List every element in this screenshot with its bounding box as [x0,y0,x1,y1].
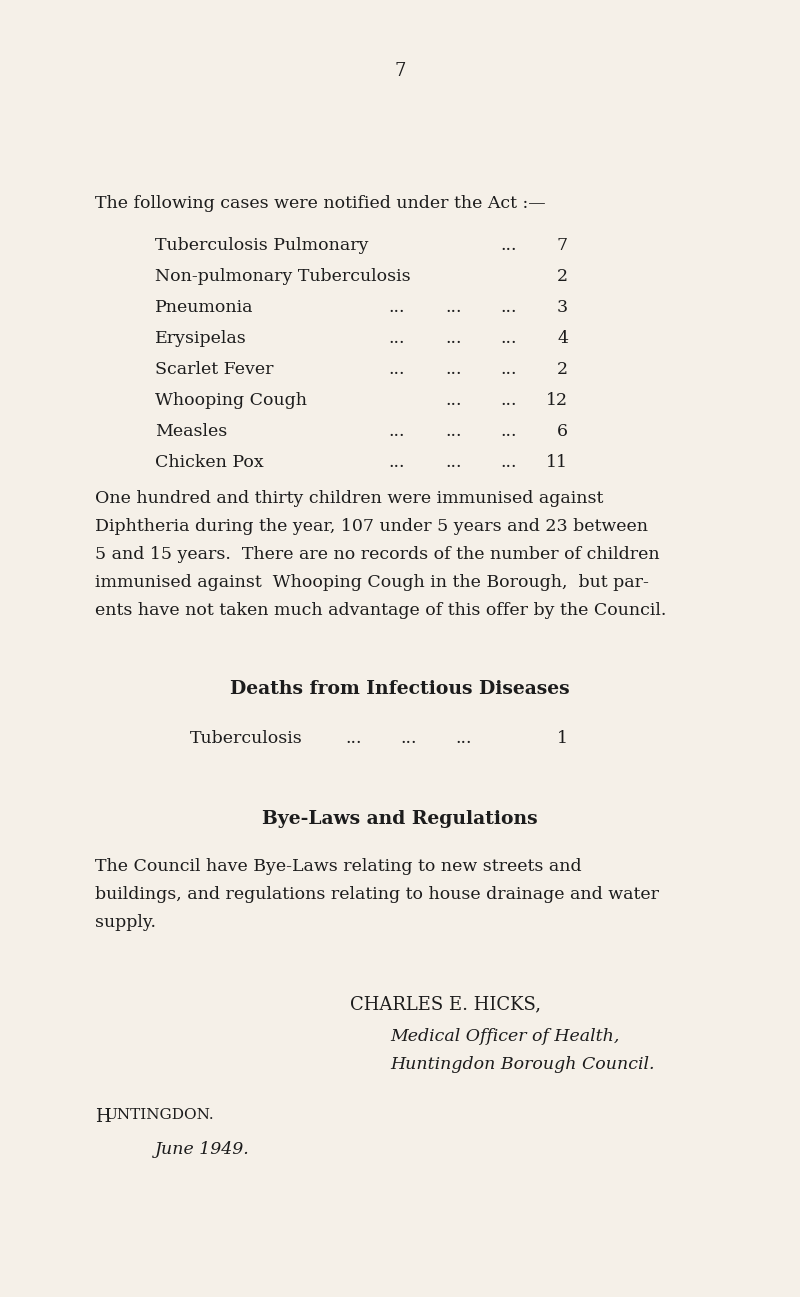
Text: Tuberculosis: Tuberculosis [190,730,302,747]
Text: 12: 12 [546,392,568,409]
Text: ...: ... [400,730,417,747]
Text: buildings, and regulations relating to house drainage and water: buildings, and regulations relating to h… [95,886,659,903]
Text: 6: 6 [557,423,568,440]
Text: ...: ... [500,237,517,254]
Text: ...: ... [388,361,405,377]
Text: ...: ... [388,329,405,348]
Text: ...: ... [445,423,462,440]
Text: supply.: supply. [95,914,156,931]
Text: ...: ... [445,361,462,377]
Text: One hundred and thirty children were immunised against: One hundred and thirty children were imm… [95,490,603,507]
Text: Bye-Laws and Regulations: Bye-Laws and Regulations [262,811,538,827]
Text: ...: ... [388,423,405,440]
Text: Erysipelas: Erysipelas [155,329,246,348]
Text: ...: ... [500,423,517,440]
Text: ...: ... [500,300,517,316]
Text: H: H [95,1108,110,1126]
Text: 2: 2 [557,361,568,377]
Text: ...: ... [388,300,405,316]
Text: ents have not taken much advantage of this offer by the Council.: ents have not taken much advantage of th… [95,602,666,619]
Text: ...: ... [388,454,405,471]
Text: Chicken Pox: Chicken Pox [155,454,264,471]
Text: Non-pulmonary Tuberculosis: Non-pulmonary Tuberculosis [155,268,410,285]
Text: ...: ... [445,329,462,348]
Text: Scarlet Fever: Scarlet Fever [155,361,274,377]
Text: 3: 3 [557,300,568,316]
Text: ...: ... [445,392,462,409]
Text: Pneumonia: Pneumonia [155,300,254,316]
Text: immunised against  Whooping Cough in the Borough,  but par-: immunised against Whooping Cough in the … [95,575,649,591]
Text: Measles: Measles [155,423,227,440]
Text: 4: 4 [557,329,568,348]
Text: ...: ... [500,361,517,377]
Text: 2: 2 [557,268,568,285]
Text: ...: ... [500,329,517,348]
Text: Whooping Cough: Whooping Cough [155,392,307,409]
Text: CHARLES E. HICKS,: CHARLES E. HICKS, [350,995,541,1013]
Text: ...: ... [445,454,462,471]
Text: The following cases were notified under the Act :—: The following cases were notified under … [95,195,546,211]
Text: 7: 7 [394,62,406,80]
Text: Huntingdon Borough Council.: Huntingdon Borough Council. [390,1056,654,1073]
Text: Tuberculosis Pulmonary: Tuberculosis Pulmonary [155,237,369,254]
Text: UNTINGDON.: UNTINGDON. [104,1108,214,1122]
Text: The Council have Bye-Laws relating to new streets and: The Council have Bye-Laws relating to ne… [95,859,582,875]
Text: June 1949.: June 1949. [155,1141,250,1158]
Text: Diphtheria during the year, 107 under 5 years and 23 between: Diphtheria during the year, 107 under 5 … [95,518,648,534]
Text: ...: ... [345,730,362,747]
Text: Deaths from Infectious Diseases: Deaths from Infectious Diseases [230,680,570,698]
Text: 5 and 15 years.  There are no records of the number of children: 5 and 15 years. There are no records of … [95,546,660,563]
Text: Medical Officer of Health,: Medical Officer of Health, [390,1029,619,1045]
Text: ...: ... [500,392,517,409]
Text: 7: 7 [557,237,568,254]
Text: ...: ... [445,300,462,316]
Text: 1: 1 [557,730,568,747]
Text: ...: ... [500,454,517,471]
Text: ...: ... [455,730,471,747]
Text: 11: 11 [546,454,568,471]
